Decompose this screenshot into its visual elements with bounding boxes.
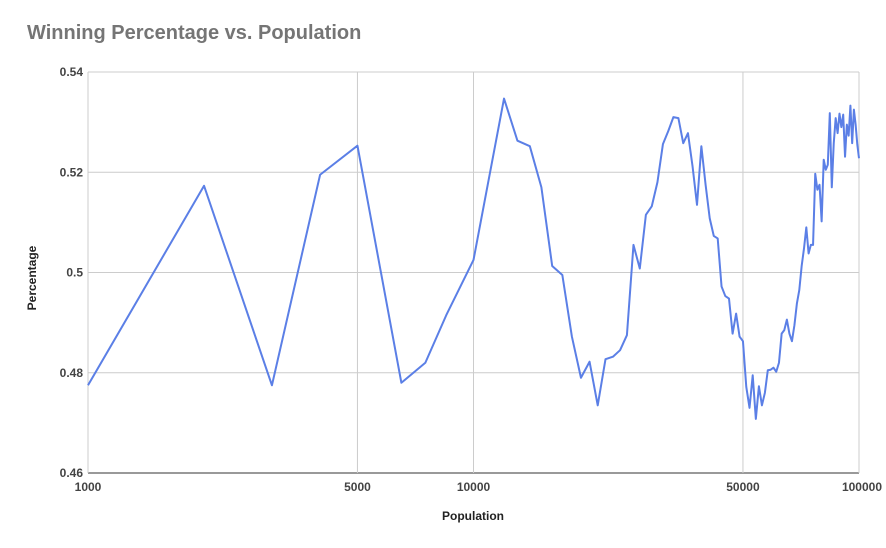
x-tick-label: 50000	[726, 480, 760, 494]
y-tick-label: 0.54	[60, 65, 84, 79]
y-tick-label: 0.48	[60, 366, 84, 380]
x-tick-label: 100000	[842, 480, 882, 494]
x-tick-label: 10000	[457, 480, 491, 494]
chart-title: Winning Percentage vs. Population	[27, 22, 362, 44]
x-tick-label: 1000	[75, 480, 102, 494]
y-tick-label: 0.46	[60, 466, 84, 480]
x-axis-ticks: 1000 5000 10000 50000 100000	[75, 480, 883, 494]
y-axis-title: Percentage	[25, 245, 39, 310]
x-tick-label: 5000	[344, 480, 371, 494]
y-tick-label: 0.5	[66, 266, 83, 280]
y-axis-ticks: 0.46 0.48 0.5 0.52 0.54	[60, 65, 84, 480]
grid	[87, 71, 860, 474]
series-line	[87, 97, 860, 420]
y-tick-label: 0.52	[60, 165, 84, 179]
x-axis-title: Population	[442, 509, 504, 523]
